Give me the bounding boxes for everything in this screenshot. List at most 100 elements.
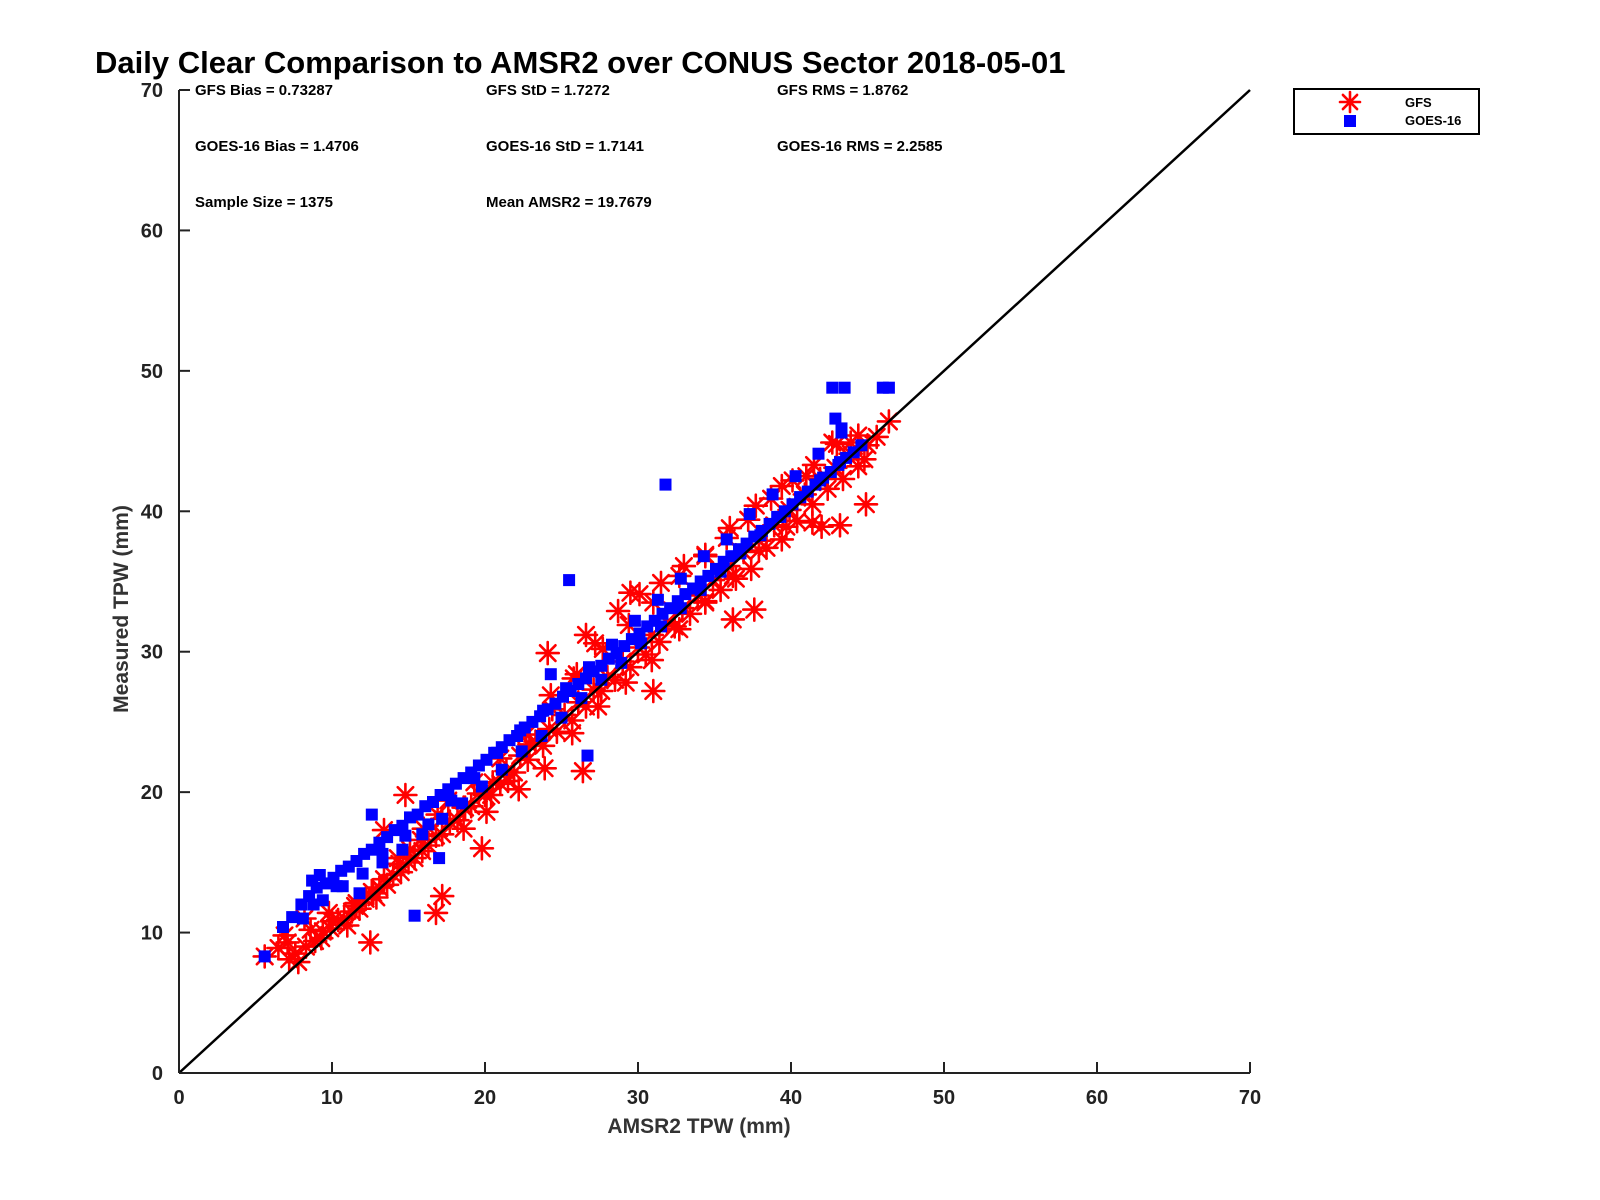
gfs-point: [319, 909, 345, 934]
axes: 0 10 20 30 40 50 60 70 0 10 20 30 40 50 60 70: [141, 80, 1261, 1109]
gfs-point: [266, 935, 291, 961]
goes16-point: [277, 921, 289, 933]
gfs-point: [275, 930, 300, 955]
x-tick-label: 40: [780, 1087, 802, 1109]
gfs-point: [310, 918, 336, 944]
stat-gfs-rms: GFS RMS = 1.8762: [777, 82, 908, 99]
gfs-point: [582, 631, 608, 656]
gfs-point: [478, 782, 504, 808]
gfs-point: [590, 636, 616, 662]
x-tick-label: 0: [173, 1087, 184, 1109]
y-tick-label: 30: [141, 642, 163, 664]
goes16-point: [258, 950, 271, 963]
goes16-point: [835, 422, 848, 435]
gfs-point: [693, 590, 718, 615]
legend-gfs-label: GFS: [1405, 95, 1432, 110]
gfs-point: [815, 476, 840, 502]
goes16-point: [356, 867, 369, 880]
x-tick-label: 20: [474, 1087, 496, 1109]
legend-box: [1293, 88, 1480, 135]
legend-gfs-asterisk: [1338, 90, 1362, 114]
y-tick-label: 0: [152, 1063, 163, 1085]
gfs-point: [506, 777, 531, 802]
gfs-point: [677, 601, 703, 627]
goes16-point: [563, 574, 576, 587]
stat-mean-amsr2: Mean AMSR2 = 19.7679: [486, 194, 652, 211]
gfs-point: [853, 492, 879, 517]
gfs-point: [474, 799, 499, 825]
gfs-point: [559, 720, 585, 746]
x-tick-label: 60: [1086, 1087, 1108, 1109]
goes16-point: [789, 470, 802, 483]
y-tick-label: 10: [141, 923, 163, 945]
goes16-point: [286, 911, 299, 924]
stat-gfs-bias: GFS Bias = 0.73287: [195, 82, 333, 99]
gfs-point: [720, 607, 746, 632]
goes16-point: [560, 682, 573, 695]
gfs-point: [602, 667, 628, 693]
gfs-point: [451, 816, 476, 841]
gfs-point: [535, 640, 560, 666]
gfs-point: [344, 890, 369, 916]
goes16-series: [258, 381, 895, 963]
goes16-point: [659, 478, 672, 491]
gfs-point: [445, 807, 470, 833]
gfs-point: [855, 433, 880, 458]
gfs-point: [283, 941, 308, 966]
gfs-point: [794, 463, 819, 489]
gfs-point: [573, 622, 599, 648]
goes16-point: [376, 847, 389, 860]
goes16-point: [812, 447, 825, 460]
goes16-point: [433, 852, 446, 865]
goes16-point: [829, 412, 842, 425]
gfs-point: [530, 733, 556, 759]
gfs-point: [742, 597, 767, 622]
goes16-point: [826, 381, 839, 394]
goes16-point: [456, 797, 469, 810]
gfs-point: [648, 570, 674, 596]
gfs-point: [359, 879, 385, 905]
gfs-point: [581, 677, 606, 702]
goes16-point: [674, 572, 687, 585]
goes16-point: [408, 909, 421, 922]
x-tick-label: 30: [627, 1087, 649, 1109]
goes16-point: [628, 614, 641, 627]
gfs-point: [627, 581, 652, 607]
gfs-point: [423, 900, 449, 926]
goes16-point: [316, 894, 329, 907]
legend-gfs-marker: [1338, 90, 1362, 114]
gfs-point: [339, 899, 365, 924]
gfs-point: [754, 535, 779, 561]
gfs-point: [374, 872, 400, 898]
goes16-point: [365, 808, 378, 821]
gfs-point: [437, 809, 463, 834]
gfs-point: [830, 466, 856, 492]
goes16-point: [306, 874, 319, 887]
goes16-point: [436, 812, 449, 825]
gfs-point: [387, 851, 412, 877]
gfs-point: [800, 510, 825, 535]
x-tick-label: 70: [1239, 1087, 1261, 1109]
gfs-point: [824, 431, 850, 457]
gfs-point: [616, 612, 642, 638]
gfs-point: [618, 580, 643, 605]
gfs-point: [585, 694, 611, 719]
gfs-point: [820, 430, 845, 455]
gfs-point: [605, 598, 631, 624]
stat-sample-size: Sample Size = 1375: [195, 194, 333, 211]
gfs-point: [532, 756, 557, 781]
goes16-point: [651, 593, 664, 606]
goes16-point: [445, 794, 458, 807]
gfs-point: [708, 577, 733, 603]
gfs-point: [746, 538, 772, 563]
gfs-point: [559, 708, 585, 733]
gfs-point: [272, 923, 297, 948]
gfs-point: [852, 447, 877, 472]
y-tick-label: 50: [141, 361, 163, 383]
gfs-point: [501, 760, 527, 785]
y-tick-label: 70: [141, 80, 163, 102]
gfs-point: [538, 682, 564, 708]
gfs-point: [495, 768, 521, 794]
gfs-point: [293, 934, 319, 959]
